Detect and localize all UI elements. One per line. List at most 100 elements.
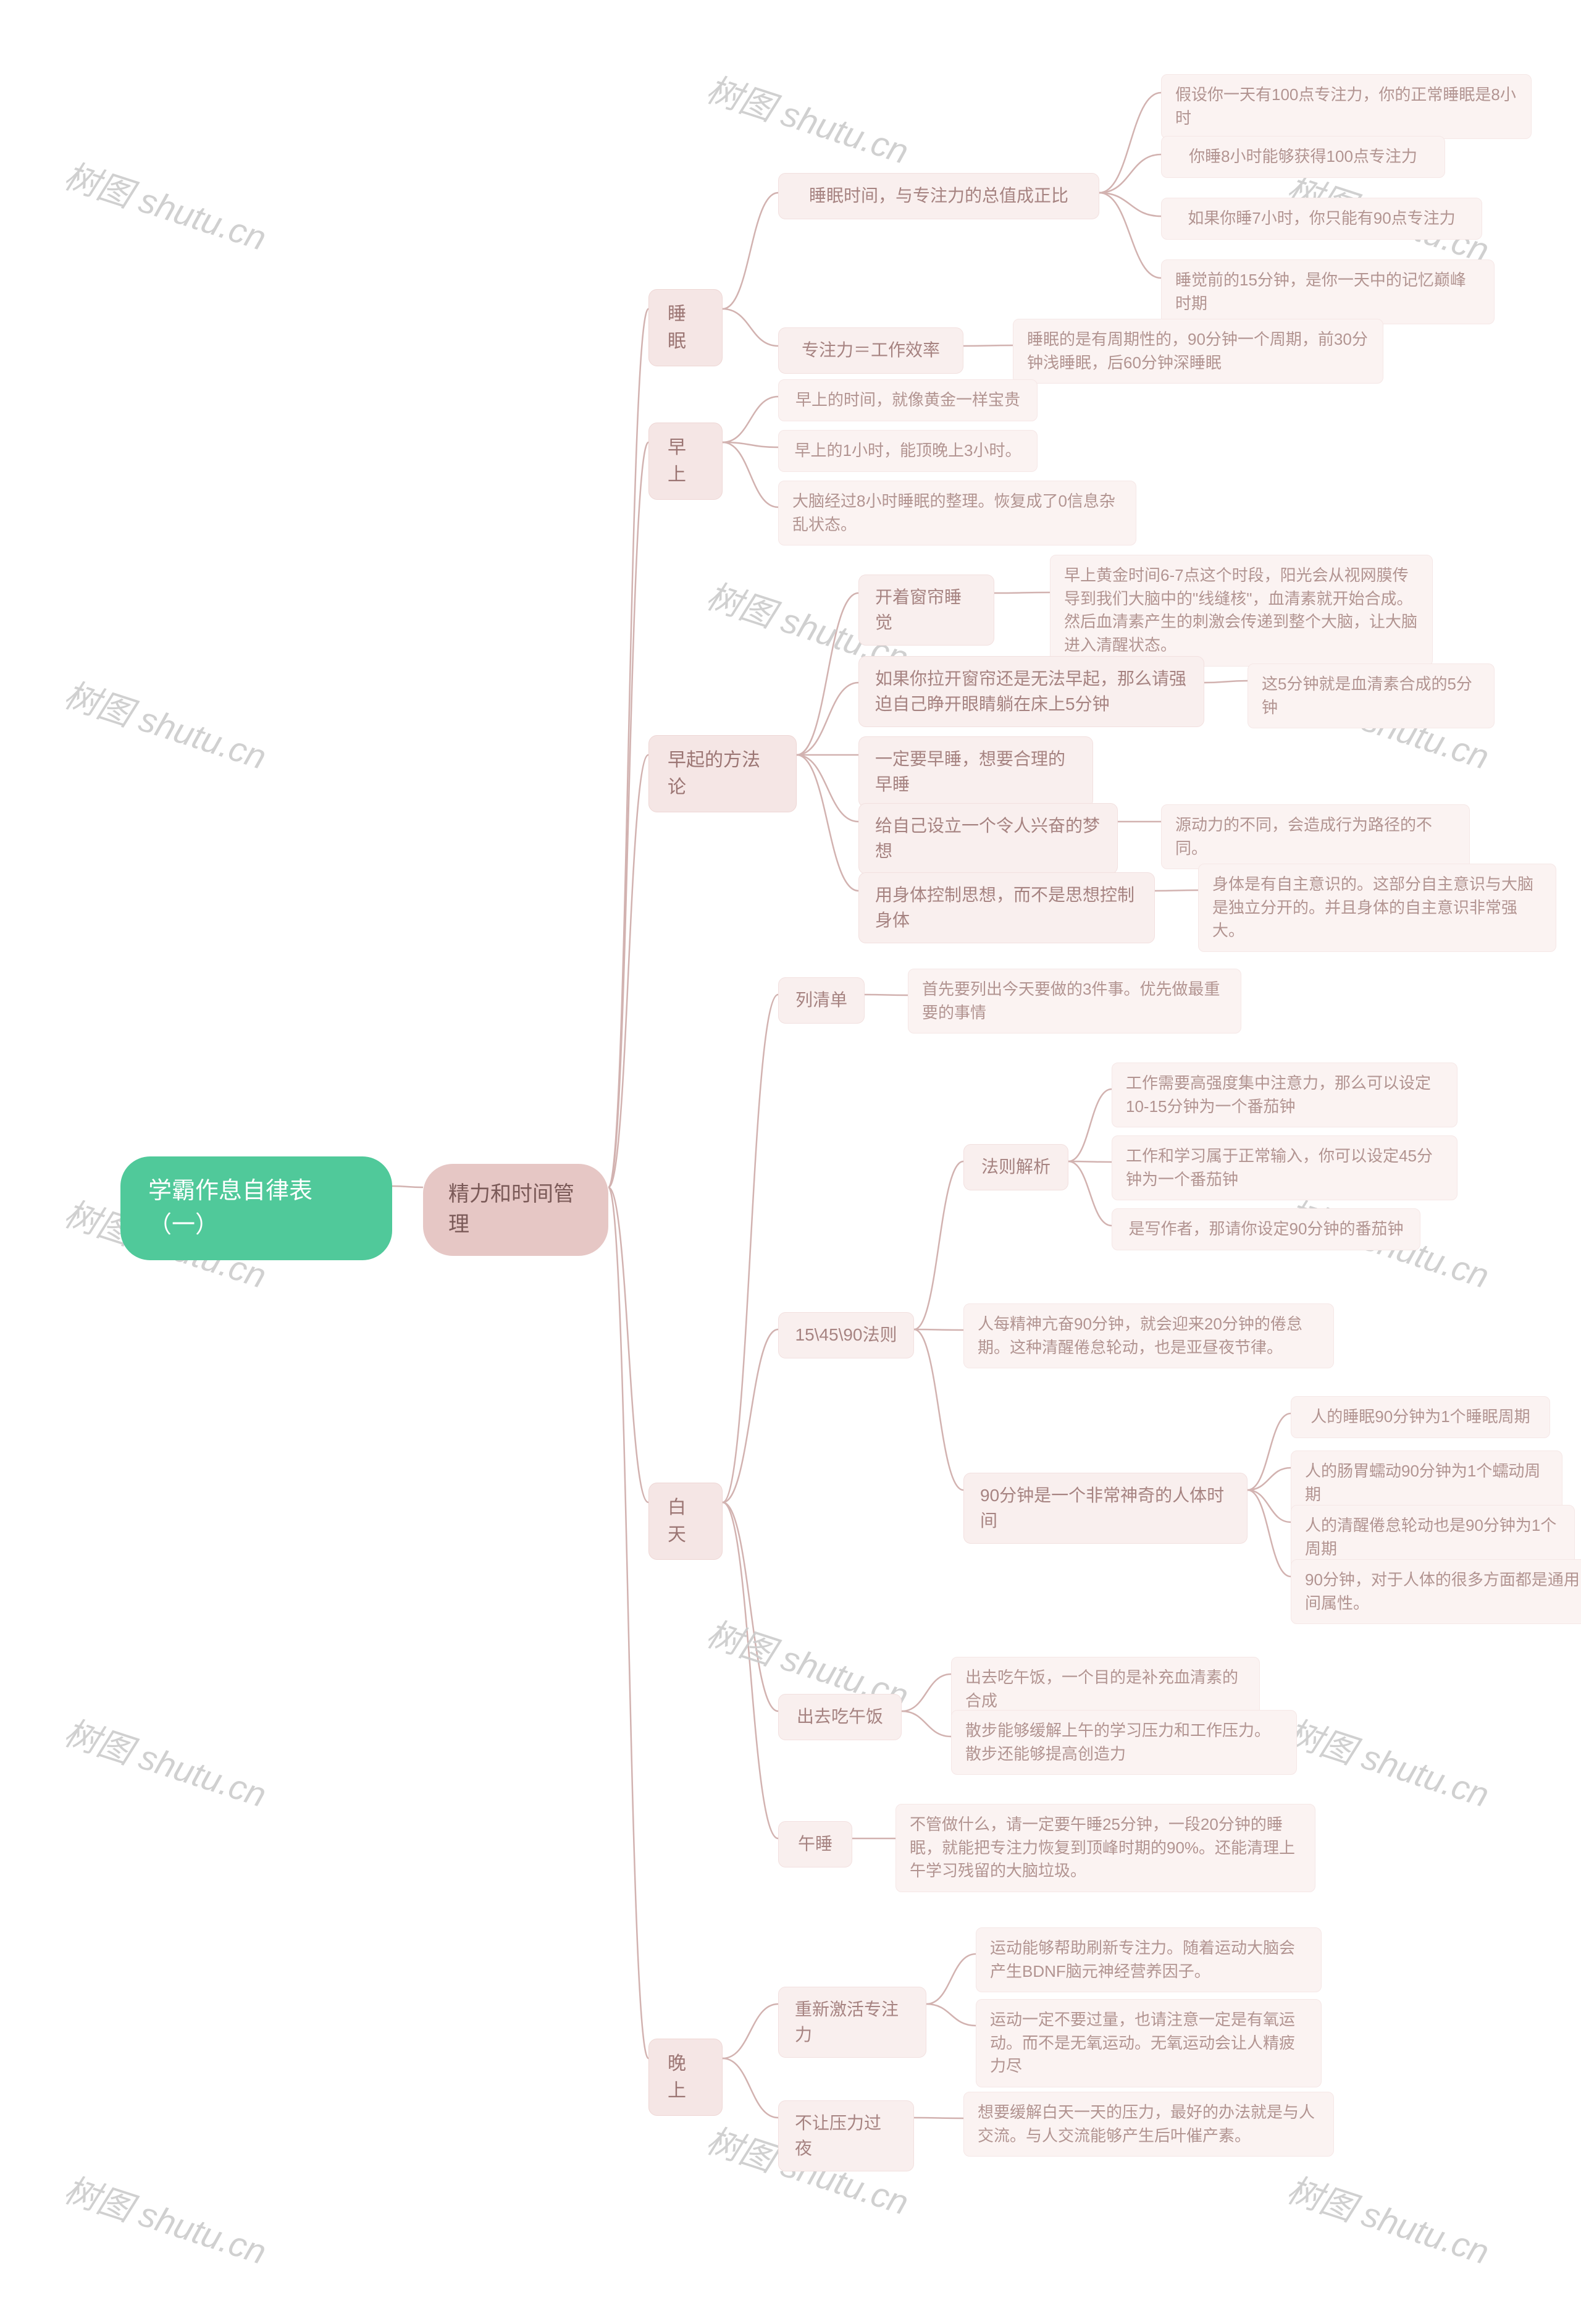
connector	[608, 1187, 648, 2058]
connector	[1068, 1089, 1112, 1161]
node-s1[interactable]: 睡眠时间，与专注力的总值成正比	[778, 173, 1099, 219]
node-d_rule[interactable]: 法则解析	[963, 1144, 1068, 1190]
connector	[723, 1329, 778, 1502]
watermark: 树图 shutu.cn	[1281, 2162, 1496, 2275]
node-e5[interactable]: 用身体控制思想，而不是思想控制身体	[858, 872, 1155, 943]
connector	[608, 442, 648, 1187]
node-label: 早上	[668, 434, 703, 488]
node-root[interactable]: 学霸作息自律表（一）	[120, 1156, 392, 1260]
node-label: 不让压力过夜	[795, 2111, 897, 2161]
node-e2a[interactable]: 这5分钟就是血清素合成的5分钟	[1248, 663, 1495, 728]
node-label: 首先要列出今天要做的3件事。优先做最重要的事情	[922, 978, 1227, 1024]
node-day[interactable]: 白天	[648, 1483, 723, 1560]
node-label: 午睡	[798, 1832, 832, 1857]
node-n_stress_a[interactable]: 想要缓解白天一天的压力，最好的办法就是与人交流。与人交流能够产生后叶催产素。	[963, 2092, 1334, 2157]
watermark: 树图 shutu.cn	[1281, 1705, 1496, 1817]
node-s2a[interactable]: 睡眠的是有周期性的，90分钟一个周期，前30分钟浅睡眠，后60分钟深睡眠	[1013, 319, 1383, 384]
node-label: 源动力的不同，会造成行为路径的不同。	[1175, 814, 1456, 860]
node-label: 列清单	[795, 988, 847, 1013]
node-e5a[interactable]: 身体是有自主意识的。这部分自主意识与大脑是独立分开的。并且身体的自主意识非常强大…	[1198, 864, 1556, 952]
node-n_focus[interactable]: 重新激活专注力	[778, 1987, 926, 2058]
connector	[1248, 1490, 1291, 1577]
node-label: 身体是有自主意识的。这部分自主意识与大脑是独立分开的。并且身体的自主意识非常强大…	[1212, 873, 1542, 943]
node-label: 早上黄金时间6-7点这个时段，阳光会从视网膜传导到我们大脑中的"线缝核"，血清素…	[1064, 564, 1419, 657]
connector	[1204, 681, 1248, 683]
watermark: 树图 shutu.cn	[59, 2162, 274, 2275]
node-sleep[interactable]: 睡眠	[648, 289, 723, 366]
connector	[723, 2004, 778, 2058]
connector	[1099, 93, 1161, 193]
node-label: 精力和时间管理	[448, 1179, 583, 1240]
connector	[723, 442, 778, 507]
connector	[723, 397, 778, 442]
node-d_90m[interactable]: 90分钟是一个非常神奇的人体时间	[963, 1473, 1248, 1544]
connector	[797, 593, 858, 755]
connector	[797, 755, 858, 891]
node-n_focus_b[interactable]: 运动一定不要过量，也请注意一定是有氧运动。而不是无氧运动。无氧运动会让人精疲力尽	[976, 1999, 1322, 2087]
node-mgmt[interactable]: 精力和时间管理	[423, 1164, 608, 1256]
node-night[interactable]: 晚上	[648, 2039, 723, 2116]
node-s2[interactable]: 专注力＝工作效率	[778, 327, 963, 374]
node-n_focus_a[interactable]: 运动能够帮助刷新专注力。随着运动大脑会产生BDNF脑元神经营养因子。	[976, 1927, 1322, 1992]
connector	[994, 592, 1050, 593]
node-e1[interactable]: 开着窗帘睡觉	[858, 575, 994, 646]
node-label: 如果你睡7小时，你只能有90点专注力	[1188, 207, 1455, 230]
node-d_90m_a[interactable]: 人的睡眠90分钟为1个睡眠周期	[1291, 1396, 1550, 1438]
node-d_154590[interactable]: 15\45\90法则	[778, 1312, 914, 1358]
watermark: 树图 shutu.cn	[701, 62, 916, 174]
node-d_rule_c[interactable]: 是写作者，那请你设定90分钟的番茄钟	[1112, 1208, 1420, 1250]
node-d_lunch_b[interactable]: 散步能够缓解上午的学习压力和工作压力。散步还能够提高创造力	[951, 1710, 1297, 1775]
node-n_stress[interactable]: 不让压力过夜	[778, 2100, 914, 2171]
node-label: 早上的1小时，能顶晚上3小时。	[795, 439, 1021, 463]
watermark: 树图 shutu.cn	[59, 148, 274, 261]
node-e4[interactable]: 给自己设立一个令人兴奋的梦想	[858, 803, 1118, 874]
node-d_nap_a[interactable]: 不管做什么，请一定要午睡25分钟，一段20分钟的睡眠，就能把专注力恢复到顶峰时期…	[895, 1804, 1315, 1892]
node-label: 是写作者，那请你设定90分钟的番茄钟	[1129, 1218, 1404, 1241]
node-e2[interactable]: 如果你拉开窗帘还是无法早起，那么请强迫自己睁开眼睛躺在床上5分钟	[858, 656, 1204, 727]
node-label: 运动能够帮助刷新专注力。随着运动大脑会产生BDNF脑元神经营养因子。	[990, 1937, 1307, 1983]
node-label: 工作和学习属于正常输入，你可以设定45分钟为一个番茄钟	[1126, 1145, 1443, 1191]
node-d_lunch[interactable]: 出去吃午饭	[778, 1694, 902, 1740]
node-label: 白天	[668, 1494, 703, 1548]
connector	[723, 995, 778, 1502]
connector	[608, 309, 648, 1187]
node-d_list_a[interactable]: 首先要列出今天要做的3件事。优先做最重要的事情	[908, 969, 1241, 1034]
connector	[1068, 1161, 1112, 1162]
node-label: 睡眠的是有周期性的，90分钟一个周期，前30分钟浅睡眠，后60分钟深睡眠	[1027, 328, 1369, 374]
node-d_list[interactable]: 列清单	[778, 977, 865, 1024]
node-label: 出去吃午饭，一个目的是补充血清素的合成	[965, 1666, 1246, 1712]
node-label: 早起的方法论	[668, 747, 778, 801]
node-label: 人的睡眠90分钟为1个睡眠周期	[1311, 1405, 1530, 1429]
node-label: 一定要早睡，想要合理的早睡	[875, 747, 1076, 797]
node-d_rule_b[interactable]: 工作和学习属于正常输入，你可以设定45分钟为一个番茄钟	[1112, 1135, 1457, 1200]
node-early[interactable]: 早起的方法论	[648, 735, 797, 812]
node-e4a[interactable]: 源动力的不同，会造成行为路径的不同。	[1161, 804, 1470, 869]
node-s1a[interactable]: 假设你一天有100点专注力，你的正常睡眠是8小时	[1161, 74, 1532, 139]
node-d_90tired[interactable]: 人每精神亢奋90分钟，就会迎来20分钟的倦怠期。这种清醒倦怠轮动，也是亚昼夜节律…	[963, 1303, 1334, 1368]
connector	[963, 345, 1013, 346]
node-m2[interactable]: 早上的1小时，能顶晚上3小时。	[778, 430, 1038, 472]
node-label: 用身体控制思想，而不是思想控制身体	[875, 883, 1138, 933]
connector	[926, 1954, 976, 2004]
connector	[914, 1161, 963, 1329]
node-s1d[interactable]: 睡觉前的15分钟，是你一天中的记忆巅峰时期	[1161, 259, 1495, 324]
node-d_rule_a[interactable]: 工作需要高强度集中注意力，那么可以设定10-15分钟为一个番茄钟	[1112, 1063, 1457, 1127]
node-morning[interactable]: 早上	[648, 423, 723, 500]
connector	[902, 1674, 951, 1711]
connector	[1099, 193, 1161, 216]
node-label: 人的肠胃蠕动90分钟为1个蠕动周期	[1305, 1460, 1548, 1506]
node-m1[interactable]: 早上的时间，就像黄金一样宝贵	[778, 379, 1038, 421]
node-label: 出去吃午饭	[797, 1704, 883, 1730]
node-label: 想要缓解白天一天的压力，最好的办法就是与人交流。与人交流能够产生后叶催产素。	[978, 2101, 1320, 2147]
node-s1b[interactable]: 你睡8小时能够获得100点专注力	[1161, 136, 1445, 178]
node-d_90m_d[interactable]: 90分钟，对于人体的很多方面都是通用的时间属性。	[1291, 1559, 1581, 1624]
connector	[608, 1187, 648, 1502]
connector	[797, 683, 858, 755]
node-e1a[interactable]: 早上黄金时间6-7点这个时段，阳光会从视网膜传导到我们大脑中的"线缝核"，血清素…	[1050, 555, 1433, 667]
connector	[1099, 193, 1161, 278]
node-label: 15\45\90法则	[795, 1323, 897, 1348]
node-m3[interactable]: 大脑经过8小时睡眠的整理。恢复成了0信息杂乱状态。	[778, 481, 1136, 545]
node-e3[interactable]: 一定要早睡，想要合理的早睡	[858, 736, 1093, 807]
node-d_nap[interactable]: 午睡	[778, 1821, 852, 1867]
node-s1c[interactable]: 如果你睡7小时，你只能有90点专注力	[1161, 198, 1482, 240]
